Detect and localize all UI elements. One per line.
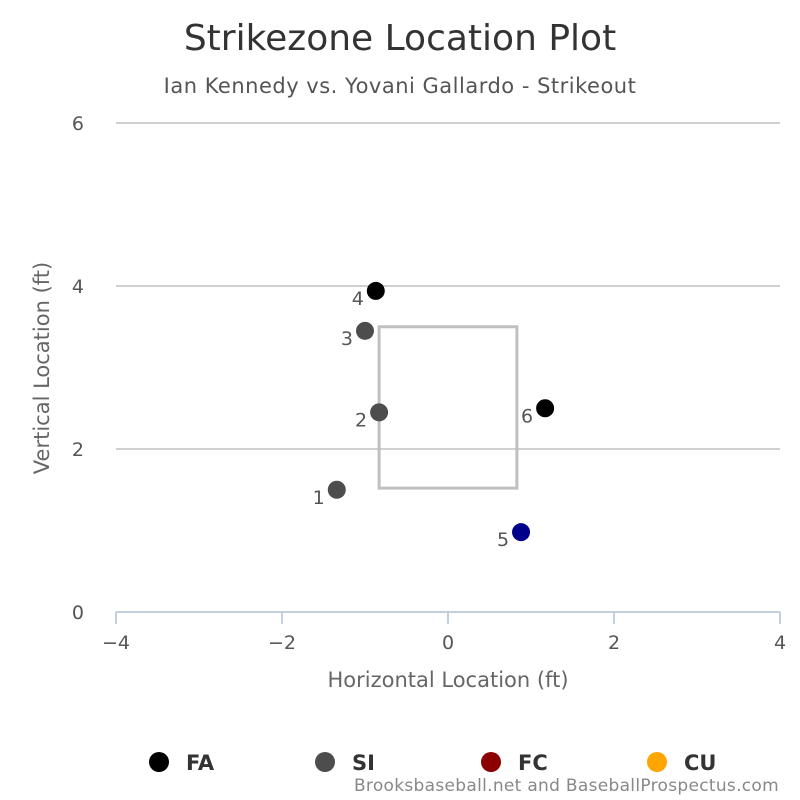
pitch-point [536, 399, 555, 418]
pitch-number-label: 6 [521, 405, 533, 427]
chart-credit: Brooksbaseball.net and BaseballProspectu… [354, 776, 779, 796]
chart-title: Strikezone Location Plot [184, 18, 616, 59]
y-tick-label: 2 [72, 439, 84, 461]
x-tick-label: 4 [774, 632, 786, 654]
y-tick-label: 6 [72, 113, 84, 135]
legend-label: FA [186, 751, 215, 775]
legend-marker [481, 752, 501, 772]
pitch-point [366, 281, 385, 300]
y-tick-label: 4 [72, 276, 84, 298]
x-tick-label: −4 [102, 632, 130, 654]
x-tick-label: 0 [442, 632, 454, 654]
chart-subtitle: Ian Kennedy vs. Yovani Gallardo - Strike… [164, 74, 637, 98]
pitch-points: 4 6 1 2 3 5 [313, 281, 555, 551]
pitch-point [327, 480, 346, 499]
pitch-point [512, 523, 531, 542]
x-axis-title: Horizontal Location (ft) [327, 668, 568, 692]
legend-marker [315, 752, 335, 772]
y-axis-ticks: 0 2 4 6 [72, 113, 84, 624]
y-tick-label: 0 [72, 602, 84, 624]
pitch-number-label: 5 [497, 529, 509, 551]
gridlines [116, 122, 780, 450]
pitch-number-label: 2 [355, 409, 367, 431]
pitch-number-label: 4 [352, 288, 364, 310]
legend-label: FC [518, 751, 548, 775]
pitch-point [370, 403, 389, 422]
legend-marker [647, 752, 667, 772]
legend-label: CU [684, 751, 716, 775]
legend-label: SI [352, 751, 375, 775]
x-tick-label: −2 [268, 632, 296, 654]
legend: FASIFCCUCH [149, 751, 716, 775]
x-axis: −4 −2 0 2 4 [102, 611, 786, 654]
y-axis-title: Vertical Location (ft) [30, 262, 54, 474]
x-tick-label: 2 [608, 632, 620, 654]
strike-zone-box [377, 325, 519, 490]
pitch-number-label: 1 [313, 487, 325, 509]
pitch-point [356, 321, 374, 340]
legend-marker [149, 752, 169, 772]
pitch-number-label: 3 [341, 328, 353, 350]
